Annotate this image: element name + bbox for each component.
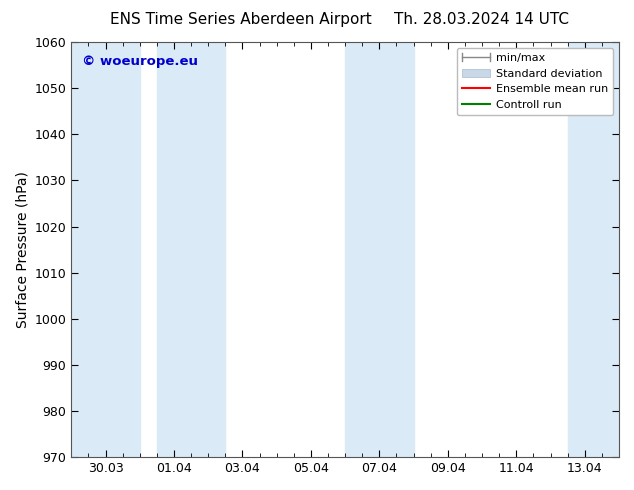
Y-axis label: Surface Pressure (hPa): Surface Pressure (hPa) [15,171,29,328]
Legend: min/max, Standard deviation, Ensemble mean run, Controll run: min/max, Standard deviation, Ensemble me… [456,48,614,115]
Bar [567,42,619,457]
Bar [71,42,139,457]
Text: ENS Time Series Aberdeen Airport: ENS Time Series Aberdeen Airport [110,12,372,27]
Bar [345,42,413,457]
Text: Th. 28.03.2024 14 UTC: Th. 28.03.2024 14 UTC [394,12,569,27]
Bar [157,42,225,457]
Text: © woeurope.eu: © woeurope.eu [82,54,198,68]
